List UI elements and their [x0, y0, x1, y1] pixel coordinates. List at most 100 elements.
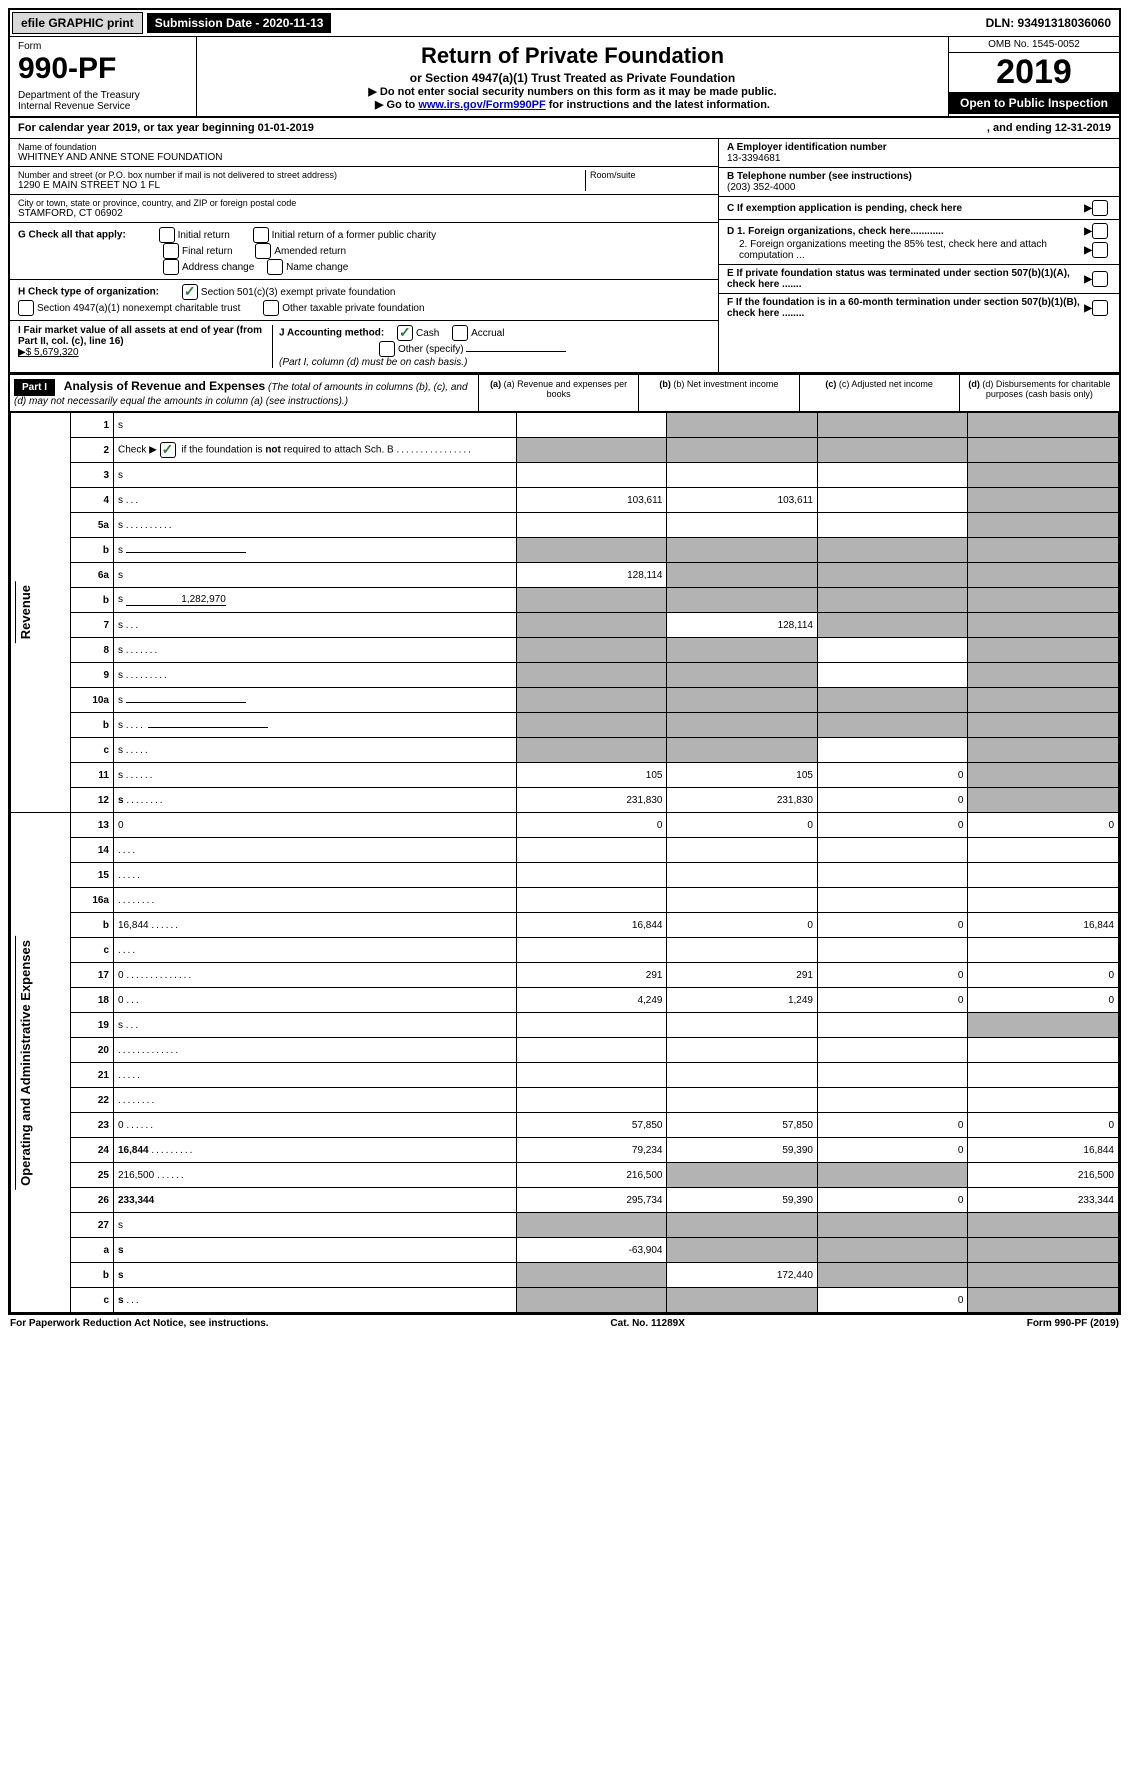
- table-row: bs172,440: [11, 1263, 1119, 1288]
- h-other-checkbox[interactable]: [263, 300, 279, 316]
- table-row: 15 .....: [11, 863, 1119, 888]
- col-c-value: [817, 838, 967, 863]
- name-cell: Name of foundation WHITNEY AND ANNE STON…: [10, 139, 718, 167]
- row-description: s 1,282,970: [114, 588, 517, 613]
- row-number: b: [70, 713, 113, 738]
- col-d-value: [968, 788, 1119, 813]
- j-other-checkbox[interactable]: [379, 341, 395, 357]
- expenses-vertical-label: Operating and Administrative Expenses: [15, 936, 35, 1190]
- col-c-value: [817, 413, 967, 438]
- col-a-value: 128,114: [517, 563, 667, 588]
- table-row: 180 ...4,2491,24900: [11, 988, 1119, 1013]
- col-b-value: 0: [667, 913, 817, 938]
- col-a-value: [517, 1288, 667, 1313]
- col-a-value: 79,234: [517, 1138, 667, 1163]
- efile-button[interactable]: efile GRAPHIC print: [12, 12, 143, 34]
- col-b-value: [667, 838, 817, 863]
- col-c-value: 0: [817, 1138, 967, 1163]
- col-a-value: 57,850: [517, 1113, 667, 1138]
- col-d-value: [968, 1038, 1119, 1063]
- header-left: Form 990-PF Department of the Treasury I…: [10, 37, 197, 116]
- col-a-value: [517, 613, 667, 638]
- row-number: 3: [70, 463, 113, 488]
- row-number: 12: [70, 788, 113, 813]
- col-c-value: 0: [817, 913, 967, 938]
- submission-date-button[interactable]: Submission Date - 2020-11-13: [147, 13, 332, 33]
- col-b-value: 231,830: [667, 788, 817, 813]
- open-public-badge: Open to Public Inspection: [949, 92, 1119, 114]
- col-a-value: 231,830: [517, 788, 667, 813]
- row-number: 7: [70, 613, 113, 638]
- e-cell: E If private foundation status was termi…: [719, 265, 1119, 294]
- row-description: s ...: [114, 613, 517, 638]
- irs-link[interactable]: www.irs.gov/Form990PF: [418, 99, 545, 111]
- form-container: efile GRAPHIC print Submission Date - 20…: [8, 8, 1121, 1315]
- row-number: 4: [70, 488, 113, 513]
- row-number: 22: [70, 1088, 113, 1113]
- col-c-value: [817, 1013, 967, 1038]
- j-other-label: Other (specify): [398, 344, 464, 355]
- f-cell: F If the foundation is in a 60-month ter…: [719, 294, 1119, 322]
- col-a-value: 16,844: [517, 913, 667, 938]
- i-label: I Fair market value of all assets at end…: [18, 325, 262, 347]
- g-initial-former-checkbox[interactable]: [253, 227, 269, 243]
- c-checkbox[interactable]: [1092, 200, 1108, 216]
- row-description: 0 ...: [114, 988, 517, 1013]
- col-d-value: [968, 763, 1119, 788]
- row-number: 14: [70, 838, 113, 863]
- table-row: 4s ...103,611103,611: [11, 488, 1119, 513]
- form-number: 990-PF: [18, 52, 188, 86]
- col-b-value: 1,249: [667, 988, 817, 1013]
- table-row: 19s ...: [11, 1013, 1119, 1038]
- g-address-checkbox[interactable]: [163, 259, 179, 275]
- table-row: 10as: [11, 688, 1119, 713]
- col-d-value: [968, 1088, 1119, 1113]
- row-number: 8: [70, 638, 113, 663]
- table-row: cs ...0: [11, 1288, 1119, 1313]
- h-4947-checkbox[interactable]: [18, 300, 34, 316]
- col-a-value: [517, 713, 667, 738]
- f-checkbox[interactable]: [1092, 300, 1108, 316]
- footer-left: For Paperwork Reduction Act Notice, see …: [10, 1318, 269, 1329]
- col-c-value: [817, 1088, 967, 1113]
- row-description: s ...: [114, 488, 517, 513]
- sch-b-checkbox[interactable]: [160, 442, 176, 458]
- g-amended-checkbox[interactable]: [255, 243, 271, 259]
- col-a-value: [517, 413, 667, 438]
- col-c-value: [817, 488, 967, 513]
- g-name-checkbox[interactable]: [267, 259, 283, 275]
- col-a-value: [517, 888, 667, 913]
- col-d-value: [968, 663, 1119, 688]
- row-description: s: [114, 1263, 517, 1288]
- col-d-value: [968, 738, 1119, 763]
- d1-checkbox[interactable]: [1092, 223, 1108, 239]
- col-c-value: [817, 1213, 967, 1238]
- g-opt-2: Final return: [182, 246, 233, 257]
- row-number: 15: [70, 863, 113, 888]
- col-d-value: 0: [968, 813, 1119, 838]
- row-number: 10a: [70, 688, 113, 713]
- row-number: a: [70, 1238, 113, 1263]
- instr-line-2: ▶ Go to www.irs.gov/Form990PF for instru…: [201, 98, 944, 111]
- j-cash-checkbox[interactable]: [397, 325, 413, 341]
- a-cell: A Employer identification number 13-3394…: [719, 139, 1119, 168]
- col-a-value: 291: [517, 963, 667, 988]
- col-b-value: [667, 1238, 817, 1263]
- d2-checkbox[interactable]: [1092, 242, 1108, 258]
- g-final-checkbox[interactable]: [163, 243, 179, 259]
- col-d-value: [968, 838, 1119, 863]
- c-cell: C If exemption application is pending, c…: [719, 197, 1119, 220]
- col-c-value: [817, 538, 967, 563]
- col-a-value: 103,611: [517, 488, 667, 513]
- h-501c3-checkbox[interactable]: [182, 284, 198, 300]
- g-initial-checkbox[interactable]: [159, 227, 175, 243]
- row-number: 21: [70, 1063, 113, 1088]
- row-description: s ...: [114, 1013, 517, 1038]
- table-row: 20 .............: [11, 1038, 1119, 1063]
- instr2-post: for instructions and the latest informat…: [546, 99, 770, 111]
- e-checkbox[interactable]: [1092, 271, 1108, 287]
- col-b-value: [667, 863, 817, 888]
- row-number: b: [70, 588, 113, 613]
- omb-number: OMB No. 1545-0052: [949, 37, 1119, 53]
- j-accrual-checkbox[interactable]: [452, 325, 468, 341]
